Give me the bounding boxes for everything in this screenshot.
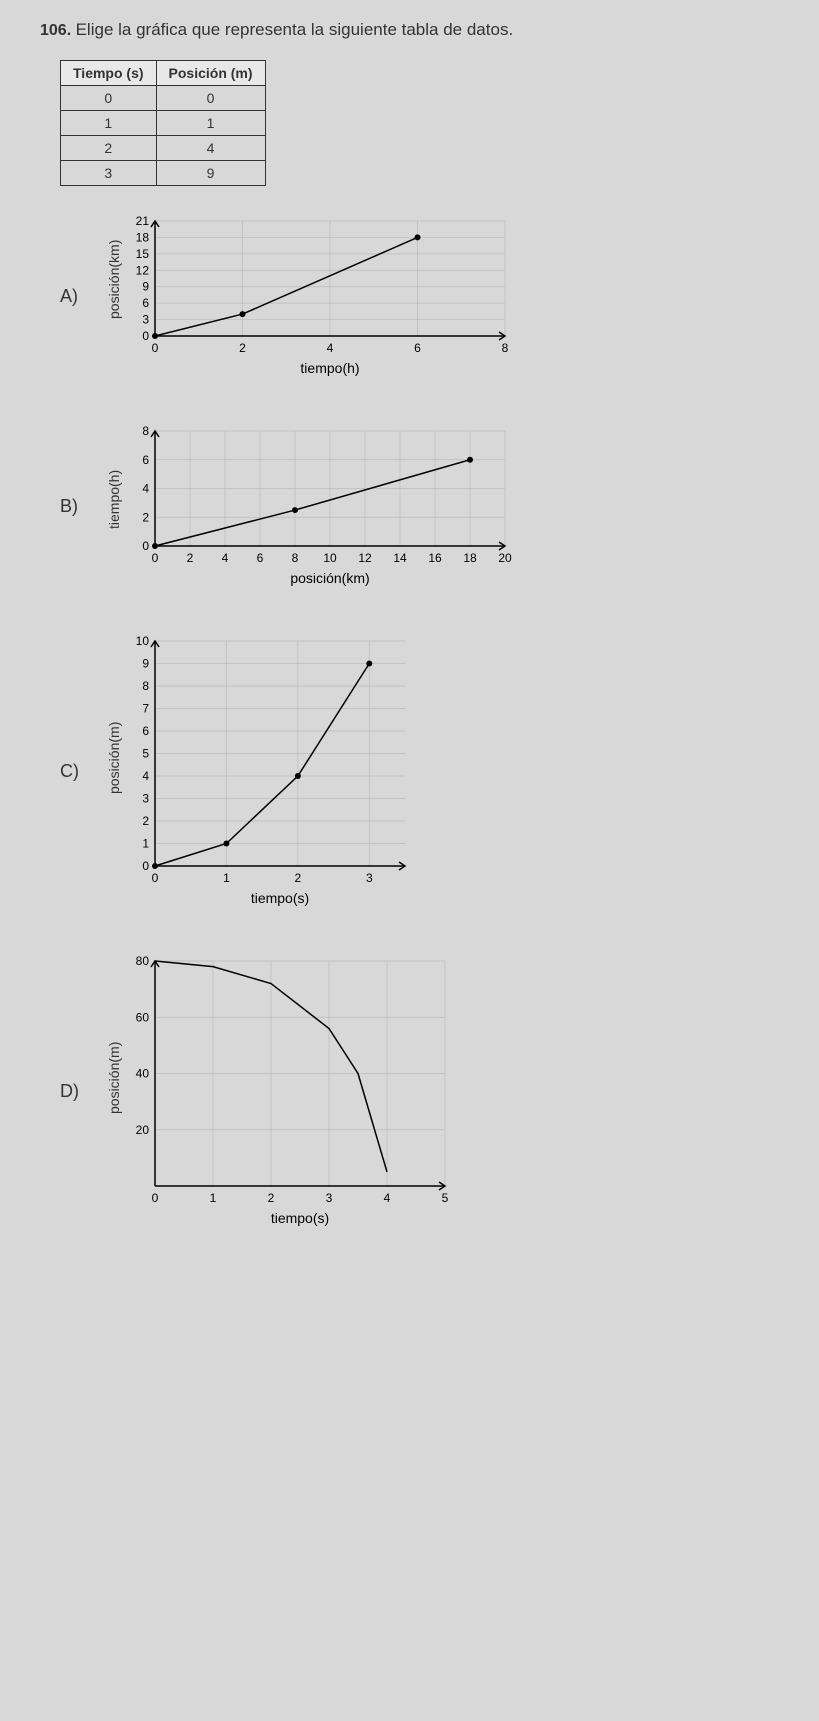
table-cell: 3: [61, 161, 157, 186]
svg-text:18: 18: [463, 551, 477, 565]
question: 106. Elige la gráfica que representa la …: [40, 20, 779, 40]
svg-text:14: 14: [393, 551, 407, 565]
option-label: C): [60, 761, 100, 782]
svg-text:3: 3: [142, 313, 149, 327]
svg-text:6: 6: [257, 551, 264, 565]
svg-text:4: 4: [327, 341, 334, 355]
svg-text:4: 4: [142, 769, 149, 783]
svg-text:posición(km): posición(km): [290, 570, 369, 586]
svg-text:18: 18: [136, 230, 150, 244]
svg-text:80: 80: [136, 954, 150, 968]
svg-text:3: 3: [142, 792, 149, 806]
svg-text:5: 5: [142, 747, 149, 761]
svg-text:2: 2: [187, 551, 194, 565]
svg-text:tiempo(s): tiempo(s): [251, 890, 309, 906]
option-label: B): [60, 496, 100, 517]
svg-text:8: 8: [502, 341, 509, 355]
svg-text:7: 7: [142, 702, 149, 716]
table-cell: 1: [61, 111, 157, 136]
svg-text:2: 2: [142, 814, 149, 828]
table-cell: 0: [61, 86, 157, 111]
svg-text:5: 5: [442, 1191, 449, 1205]
svg-text:1: 1: [210, 1191, 217, 1205]
svg-text:4: 4: [384, 1191, 391, 1205]
table-cell: 2: [61, 136, 157, 161]
svg-text:9: 9: [142, 280, 149, 294]
y-axis-label: posición(m): [106, 1041, 122, 1113]
table-header: Posición (m): [156, 61, 265, 86]
y-axis-label: posición(m): [106, 721, 122, 793]
svg-text:21: 21: [136, 214, 150, 228]
question-text: Elige la gráfica que representa la sigui…: [76, 20, 514, 39]
svg-text:0: 0: [152, 871, 159, 885]
option-B[interactable]: B) tiempo(h) 0 2 4 6 8 10 12 14 16 18 20 0 2 4 6 8 posic…: [60, 421, 779, 591]
table-cell: 4: [156, 136, 265, 161]
y-axis-label: posición(km): [106, 239, 122, 318]
svg-text:4: 4: [142, 482, 149, 496]
svg-text:0: 0: [152, 341, 159, 355]
chart-A: posición(km) 02468036912151821tiempo(h): [100, 211, 520, 381]
svg-text:3: 3: [366, 871, 373, 885]
table-header: Tiempo (s): [61, 61, 157, 86]
svg-text:2: 2: [295, 871, 302, 885]
option-D[interactable]: D) posición(m) 0 1 2 3 4 5 20 40 60 80 tiempo(s): [60, 951, 779, 1231]
svg-text:3: 3: [326, 1191, 333, 1205]
svg-text:4: 4: [222, 551, 229, 565]
svg-text:8: 8: [142, 424, 149, 438]
option-C[interactable]: C) posición(m) 0 1 2 3 0 1 2 3 4 5 6 7 8 9 10 tiempo(s): [60, 631, 779, 911]
svg-text:tiempo(s): tiempo(s): [271, 1210, 329, 1226]
svg-text:8: 8: [142, 679, 149, 693]
svg-text:12: 12: [136, 263, 150, 277]
svg-text:40: 40: [136, 1067, 150, 1081]
option-A[interactable]: A) posición(km) 02468036912151821tiempo(…: [60, 211, 779, 381]
svg-text:12: 12: [358, 551, 372, 565]
table-cell: 9: [156, 161, 265, 186]
svg-text:20: 20: [136, 1123, 150, 1137]
svg-text:2: 2: [268, 1191, 275, 1205]
svg-text:15: 15: [136, 247, 150, 261]
svg-text:2: 2: [142, 510, 149, 524]
svg-text:1: 1: [142, 837, 149, 851]
chart-B: tiempo(h) 0 2 4 6 8 10 12 14 16 18 20 0 2 4 6 8 posición…: [100, 421, 520, 591]
table-cell: 1: [156, 111, 265, 136]
svg-text:10: 10: [136, 634, 150, 648]
svg-text:6: 6: [142, 724, 149, 738]
chart-D: posición(m) 0 1 2 3 4 5 20 40 60 80 tiempo(s): [100, 951, 460, 1231]
svg-text:20: 20: [498, 551, 512, 565]
chart-C: posición(m) 0 1 2 3 0 1 2 3 4 5 6 7 8 9 10 tiempo(s): [100, 631, 420, 911]
y-axis-label: tiempo(h): [106, 469, 122, 528]
svg-text:60: 60: [136, 1010, 150, 1024]
data-table: Tiempo (s) Posición (m) 00112439: [60, 60, 266, 186]
svg-text:tiempo(h): tiempo(h): [300, 360, 359, 376]
table-cell: 0: [156, 86, 265, 111]
svg-text:0: 0: [152, 1191, 159, 1205]
svg-text:0: 0: [142, 329, 149, 343]
svg-text:2: 2: [239, 341, 246, 355]
question-number: 106.: [40, 22, 71, 39]
svg-text:6: 6: [142, 453, 149, 467]
svg-text:6: 6: [142, 296, 149, 310]
svg-text:8: 8: [292, 551, 299, 565]
svg-text:9: 9: [142, 657, 149, 671]
svg-text:16: 16: [428, 551, 442, 565]
svg-text:10: 10: [323, 551, 337, 565]
option-label: D): [60, 1081, 100, 1102]
svg-text:1: 1: [223, 871, 230, 885]
svg-text:0: 0: [152, 551, 159, 565]
svg-text:0: 0: [142, 539, 149, 553]
svg-text:0: 0: [142, 859, 149, 873]
option-label: A): [60, 286, 100, 307]
svg-text:6: 6: [414, 341, 421, 355]
